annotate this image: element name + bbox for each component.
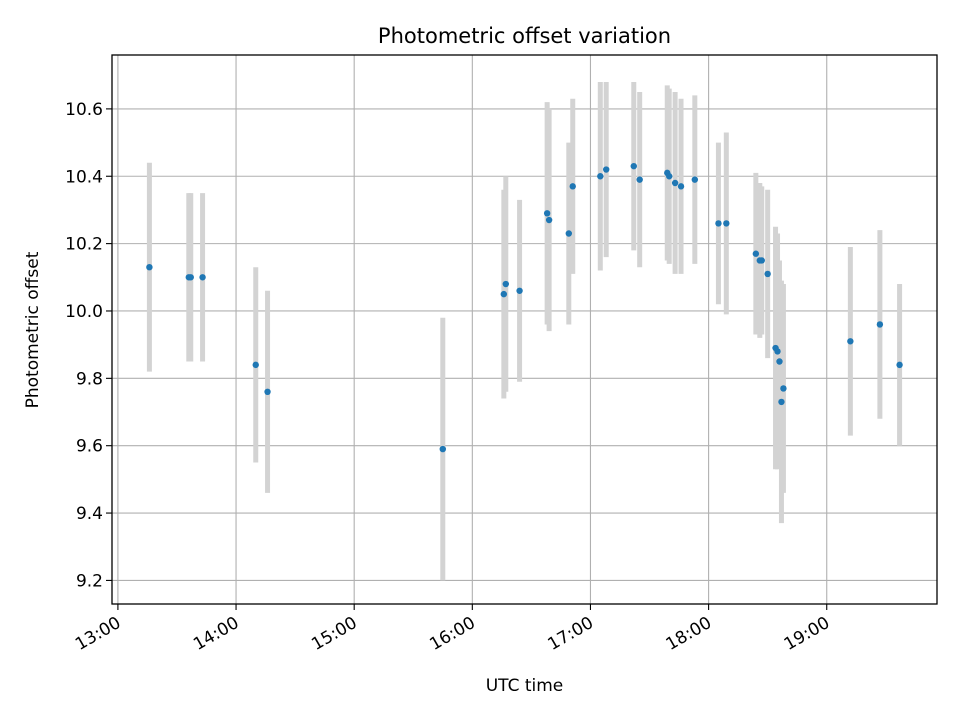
chart-title: Photometric offset variation xyxy=(378,24,671,48)
plot-frame xyxy=(111,54,938,605)
data-point xyxy=(439,445,446,453)
data-point xyxy=(723,220,730,227)
data-point xyxy=(597,173,604,180)
data-point xyxy=(636,176,643,183)
data-point xyxy=(264,388,271,396)
data-point xyxy=(847,338,854,345)
data-point xyxy=(502,280,509,288)
grid xyxy=(112,55,937,604)
data-point xyxy=(691,176,699,183)
data-point xyxy=(187,274,194,281)
data-point xyxy=(752,250,760,257)
data-point xyxy=(778,398,785,406)
data-point xyxy=(565,230,573,237)
data-point xyxy=(671,179,679,187)
data-point xyxy=(780,385,787,392)
data-point xyxy=(252,361,259,369)
x-axis-label: UTC time xyxy=(486,676,564,696)
data-point xyxy=(569,183,576,190)
data-point xyxy=(896,361,903,369)
y-tick-label: 10.4 xyxy=(65,167,103,187)
data-point xyxy=(666,173,673,180)
data-points xyxy=(146,162,903,453)
data-point xyxy=(500,290,508,298)
y-tick-label: 9.2 xyxy=(76,571,103,591)
y-tick-label: 9.8 xyxy=(76,369,103,389)
y-tick-label: 10.2 xyxy=(65,235,103,255)
data-point xyxy=(603,166,610,173)
data-point xyxy=(677,183,685,190)
y-axis-label: Photometric offset xyxy=(23,251,43,408)
y-tick-label: 9.6 xyxy=(76,437,103,457)
data-point xyxy=(516,287,523,294)
data-point xyxy=(758,257,765,264)
y-tick-label: 9.4 xyxy=(76,504,103,524)
data-point xyxy=(876,321,884,328)
data-point xyxy=(543,210,551,217)
data-point xyxy=(146,263,153,271)
y-tick-label: 10.6 xyxy=(65,100,103,120)
data-point xyxy=(630,162,637,170)
data-point xyxy=(764,270,771,278)
y-tick-label: 10.0 xyxy=(65,302,103,322)
data-point xyxy=(715,220,722,227)
data-point xyxy=(774,348,781,355)
data-point xyxy=(776,358,783,365)
data-point xyxy=(545,216,553,224)
data-point xyxy=(199,274,206,281)
